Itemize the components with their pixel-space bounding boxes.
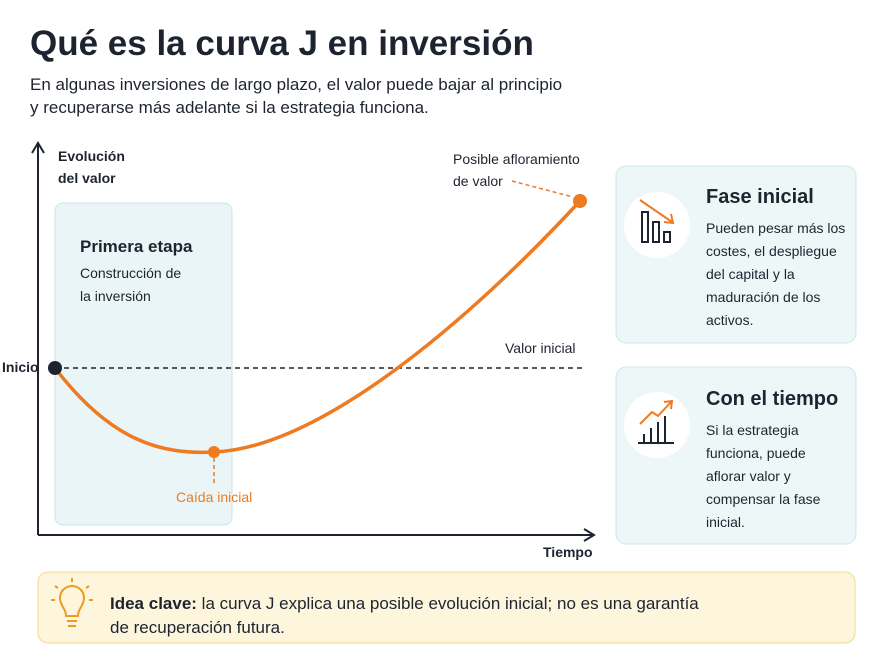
j-curve — [53, 199, 582, 455]
stage-title: Primera etapa — [80, 237, 193, 256]
start-label: Inicio — [2, 359, 39, 375]
end-point — [573, 194, 587, 208]
leader — [511, 180, 574, 198]
footer-label: Idea clave: — [110, 594, 197, 613]
footer-text: de recuperación futura. — [110, 618, 285, 637]
low-point — [208, 446, 220, 458]
end-point-label: Posible afloramiento — [453, 151, 580, 167]
icon-bg — [624, 192, 690, 258]
start-point — [48, 361, 62, 375]
icon-growth — [638, 399, 674, 444]
icon-decline — [639, 199, 675, 243]
card-title: Con el tiempo — [706, 388, 838, 410]
subtitle: y recuperarse más adelante si la estrate… — [30, 98, 429, 117]
footer-text-line: la curva J explica una posible evolución… — [197, 594, 699, 613]
axes — [31, 141, 596, 542]
title: Qué es la curva J en inversión — [30, 24, 534, 63]
y-axis-label: del valor — [58, 170, 116, 186]
card-text: Si la estrategia — [706, 422, 799, 438]
x-axis-label: Tiempo — [543, 544, 593, 560]
card-text: del capital y la — [706, 266, 795, 282]
card-text: maduración de los — [706, 289, 820, 305]
footer-text: Idea clave: la curva J explica una posib… — [110, 594, 699, 613]
card-text: inicial. — [706, 514, 745, 530]
bulb-icon — [51, 578, 93, 627]
end-point-label: de valor — [453, 173, 503, 189]
card-text: compensar la fase — [706, 491, 821, 507]
stage-text: Construcción de — [80, 265, 181, 281]
y-axis-label: Evolución — [58, 148, 125, 164]
card-text: Pueden pesar más los — [706, 220, 845, 236]
card-text: funciona, puede — [706, 445, 806, 461]
card-title: Fase inicial — [706, 186, 814, 208]
card-text: activos. — [706, 312, 753, 328]
card-text: costes, el despliegue — [706, 243, 837, 259]
card-text: aflorar valor y — [706, 468, 791, 484]
footer-box — [37, 571, 856, 644]
stage-text: la inversión — [80, 288, 151, 304]
low-point-label: Caída inicial — [176, 489, 252, 505]
subtitle: En algunas inversiones de largo plazo, e… — [30, 75, 562, 94]
baseline-label: Valor inicial — [505, 340, 576, 356]
